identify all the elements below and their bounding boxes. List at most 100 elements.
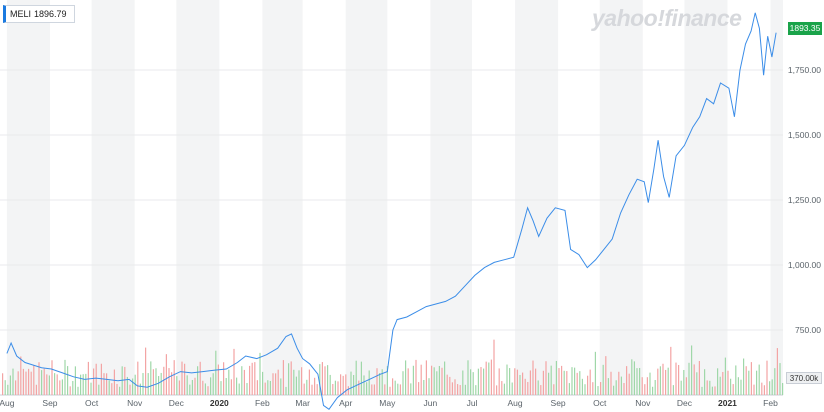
volume-bar	[535, 368, 537, 395]
volume-bar	[771, 379, 773, 395]
volume-bar	[46, 374, 48, 395]
volume-bar	[4, 380, 6, 395]
volume-bar	[25, 371, 27, 395]
x-tick-label: Mar	[295, 398, 310, 408]
y-axis: 750.00 1,000.00 1,250.00 1,500.00 1,750.00	[788, 65, 821, 335]
volume-bar	[72, 380, 74, 395]
volume-bar	[631, 359, 633, 395]
volume-bar	[119, 386, 121, 395]
month-band	[6, 0, 50, 395]
volume-bar	[662, 363, 664, 395]
volume-bar	[347, 386, 349, 395]
volume-bar	[379, 373, 381, 395]
volume-bar	[116, 383, 118, 395]
volume-bar	[711, 386, 713, 395]
x-tick-label: Jun	[424, 398, 438, 408]
volume-bar	[618, 371, 620, 395]
volume-bar	[324, 366, 326, 395]
volume-bar	[137, 361, 139, 395]
volume-bar	[41, 370, 43, 395]
volume-bar	[228, 369, 230, 395]
volume-bar	[353, 374, 355, 395]
volume-bar	[444, 361, 446, 395]
volume-bar	[56, 374, 58, 395]
volume-bar	[236, 377, 238, 395]
volume-bar	[277, 369, 279, 395]
volume-bar	[9, 375, 11, 395]
volume-bar	[602, 364, 604, 395]
volume-bar	[95, 363, 97, 395]
volume-bar	[740, 379, 742, 395]
volume-bar	[743, 358, 745, 395]
volume-bar	[106, 373, 108, 395]
volume-bar	[223, 362, 225, 395]
volume-bar	[459, 385, 461, 395]
volume-bar	[280, 378, 282, 395]
volume-bar	[548, 372, 550, 395]
volume-bar	[745, 366, 747, 395]
volume-bar	[178, 380, 180, 395]
volume-bar	[509, 368, 511, 395]
volume-bar	[15, 380, 17, 395]
volume-bar	[483, 368, 485, 395]
volume-bar	[269, 380, 271, 395]
volume-bar	[358, 380, 360, 395]
volume-bar	[532, 360, 534, 395]
volume-bar	[410, 383, 412, 395]
volume-bar	[230, 379, 232, 395]
volume-bar	[672, 385, 674, 395]
volume-bar	[431, 365, 433, 395]
month-band	[262, 0, 303, 395]
month-band	[176, 0, 220, 395]
volume-bar	[457, 384, 459, 395]
volume-bar	[561, 365, 563, 395]
volume-bar	[134, 374, 136, 395]
volume-bar	[181, 361, 183, 395]
volume-bar	[316, 384, 318, 395]
volume-bar	[610, 371, 612, 395]
volume-bar	[145, 347, 147, 395]
volume-bar	[217, 364, 219, 395]
volume-bar	[67, 366, 69, 395]
volume-bar	[337, 381, 339, 395]
volume-bar	[155, 368, 157, 395]
volume-bar	[212, 373, 214, 395]
volume-bar	[20, 356, 22, 395]
volume-bar	[267, 380, 269, 395]
volume-bar	[126, 376, 128, 395]
volume-bar	[709, 380, 711, 395]
volume-bar	[251, 362, 253, 395]
volume-bar	[368, 370, 370, 395]
volume-bar	[527, 381, 529, 395]
volume-bar	[516, 369, 518, 395]
volume-bar	[48, 375, 50, 395]
symbol-legend[interactable]: MELI 1896.79	[3, 5, 75, 23]
volume-bar	[111, 383, 113, 395]
volume-bar	[529, 370, 531, 395]
volume-bar	[488, 362, 490, 395]
volume-bar	[314, 377, 316, 395]
x-tick-label: Dec	[169, 398, 185, 408]
volume-bar	[654, 380, 656, 395]
volume-bar	[124, 366, 126, 395]
volume-bar	[389, 386, 391, 395]
volume-bar	[646, 377, 648, 395]
volume-bar	[449, 376, 451, 395]
volume-bar	[204, 383, 206, 395]
volume-bar	[165, 354, 167, 395]
yahoo-finance-logo: yahoo!finance	[592, 5, 742, 31]
volume-bar	[641, 377, 643, 395]
volume-bar	[28, 368, 30, 395]
volume-bar	[147, 373, 149, 395]
volume-bar	[691, 345, 693, 395]
volume-bar	[470, 369, 472, 395]
volume-bar	[649, 372, 651, 395]
volume-bar	[475, 385, 477, 395]
last-price-tag: 1893.35	[788, 22, 822, 35]
volume-bar	[524, 378, 526, 395]
volume-bar	[750, 362, 752, 395]
volume-bar	[644, 384, 646, 395]
volume-bar	[737, 377, 739, 395]
volume-bar	[423, 380, 425, 395]
